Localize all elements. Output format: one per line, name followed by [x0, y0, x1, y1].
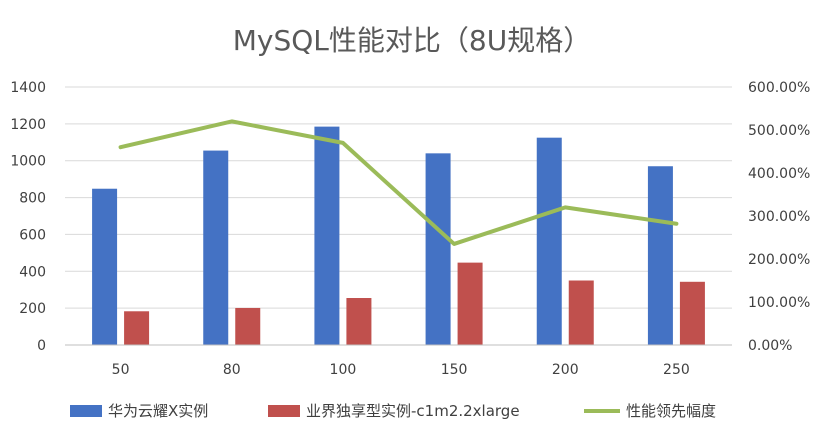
line-point — [674, 222, 678, 226]
bar — [203, 150, 229, 345]
line-point — [230, 119, 234, 123]
line-series — [118, 119, 679, 246]
x-tick-label: 250 — [663, 362, 690, 378]
y-right-tick-label: 600.00% — [748, 80, 810, 96]
legend-label: 华为云耀X实例 — [108, 402, 208, 420]
legend-label: 业界独享型实例-c1m2.2xlarge — [306, 402, 520, 420]
y-right-tick-label: 300.00% — [748, 209, 810, 225]
x-tick-label: 200 — [552, 362, 579, 378]
bar — [457, 262, 483, 345]
y-right-tick-label: 500.00% — [748, 123, 810, 139]
bar — [647, 166, 673, 345]
y-left-tick-label: 1000 — [10, 154, 46, 170]
chart-title: MySQL性能对比（8U规格） — [233, 24, 591, 57]
line-point — [341, 141, 345, 145]
y-right-tick-label: 400.00% — [748, 166, 810, 182]
line-point — [452, 242, 456, 246]
line-series-path — [118, 119, 679, 246]
y-right-tick-label: 200.00% — [748, 252, 810, 268]
x-tick-label: 80 — [223, 362, 241, 378]
y-left-tick-label: 600 — [19, 227, 46, 243]
line-point — [119, 145, 123, 149]
legend-swatch — [268, 405, 300, 417]
bar — [346, 298, 372, 345]
y-left-tick-label: 800 — [19, 191, 46, 207]
line-point — [563, 205, 567, 209]
y-right-tick-label: 100.00% — [748, 295, 810, 311]
y-left-tick-label: 400 — [19, 264, 46, 280]
bar — [314, 126, 340, 345]
y-right-tick-label: 0.00% — [748, 338, 792, 354]
axes: 0 200 400 600 800 1000 1200 1400 0.00% 100.00% 200… — [10, 80, 810, 378]
legend-label: 性能领先幅度 — [626, 402, 716, 420]
y-left-tick-label: 1400 — [10, 80, 46, 96]
y-left-tick-label: 1200 — [10, 117, 46, 133]
x-tick-label: 100 — [330, 362, 357, 378]
legend-swatch — [70, 405, 102, 417]
legend: 华为云耀X实例 业界独享型实例-c1m2.2xlarge 性能领先幅度 — [70, 402, 716, 420]
bar — [124, 311, 150, 345]
x-tick-label: 50 — [112, 362, 130, 378]
bar-series — [92, 126, 705, 345]
gridlines — [65, 86, 732, 309]
bar — [679, 281, 705, 345]
x-tick-label: 150 — [441, 362, 468, 378]
y-left-tick-label: 0 — [37, 338, 46, 354]
bar — [536, 137, 562, 345]
bar — [568, 280, 594, 345]
bar — [92, 188, 118, 345]
bar — [425, 153, 451, 345]
y-left-tick-label: 200 — [19, 301, 46, 317]
bar — [235, 307, 261, 345]
